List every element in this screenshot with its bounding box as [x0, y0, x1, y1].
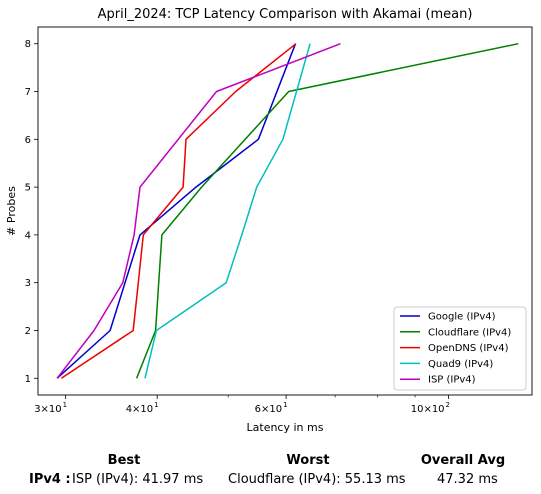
legend: Google (IPv4) Cloudflare (IPv4) OpenDNS (I…	[393, 306, 527, 391]
legend-label-0: Google (IPv4)	[428, 312, 496, 323]
y-tick-label-0: 1	[25, 374, 31, 385]
y-tick-label-5: 6	[25, 135, 31, 146]
x-tick-exp-2: 1	[283, 401, 287, 409]
best-value: ISP (IPv4): 41.97 ms	[72, 472, 204, 487]
latency-chart: April_2024: TCP Latency Comparison with …	[5, 7, 533, 434]
legend-label-4: ISP (IPv4)	[428, 375, 476, 386]
worst-value: Cloudflare (IPv4): 55.13 ms	[228, 472, 406, 487]
x-tick-exp-1: 1	[154, 401, 158, 409]
series-line-0	[56, 43, 297, 379]
y-axis: 1 2 3 4 5 6 7 8	[25, 39, 38, 385]
y-tick-label-2: 3	[25, 278, 31, 289]
x-tick-label-3: 10×10	[411, 404, 445, 415]
y-axis-label: # Probes	[5, 186, 18, 236]
x-tick-label-2: 6×10	[255, 404, 282, 415]
x-axis-label: Latency in ms	[247, 421, 324, 434]
y-tick-label-6: 7	[25, 87, 31, 98]
avg-header: Overall Avg	[420, 453, 506, 468]
plot-frame	[37, 26, 533, 396]
summary-table: Best Worst Overall Avg IPv4 : ISP (IPv4)…	[0, 448, 541, 494]
y-tick-label-1: 2	[25, 326, 31, 337]
best-header: Best	[107, 453, 141, 468]
ipv4-row-label: IPv4 :	[29, 472, 71, 487]
legend-box	[393, 306, 527, 391]
series-line-3	[144, 43, 311, 379]
legend-label-3: Quad9 (IPv4)	[428, 359, 493, 370]
y-tick-label-4: 5	[25, 183, 31, 194]
series-line-1	[135, 42, 519, 379]
x-tick-label-1: 4×10	[126, 404, 153, 415]
legend-label-2: OpenDNS (IPv4)	[428, 343, 509, 354]
plot-area	[56, 42, 519, 379]
x-tick-label-0: 3×10	[34, 404, 61, 415]
x-tick-exp-3: 2	[446, 401, 450, 409]
y-tick-label-3: 4	[25, 230, 31, 241]
x-tick-exp-0: 1	[63, 401, 67, 409]
avg-value: 47.32 ms	[437, 472, 498, 487]
worst-header: Worst	[286, 453, 330, 468]
series-line-4	[56, 43, 341, 379]
series-line-2	[60, 43, 297, 379]
y-tick-label-7: 8	[25, 39, 31, 50]
chart-title: April_2024: TCP Latency Comparison with …	[98, 7, 473, 22]
x-axis: 3×10 1 4×10 1 6×10 1 10×10 2	[34, 395, 450, 415]
legend-label-1: Cloudflare (IPv4)	[428, 327, 511, 338]
